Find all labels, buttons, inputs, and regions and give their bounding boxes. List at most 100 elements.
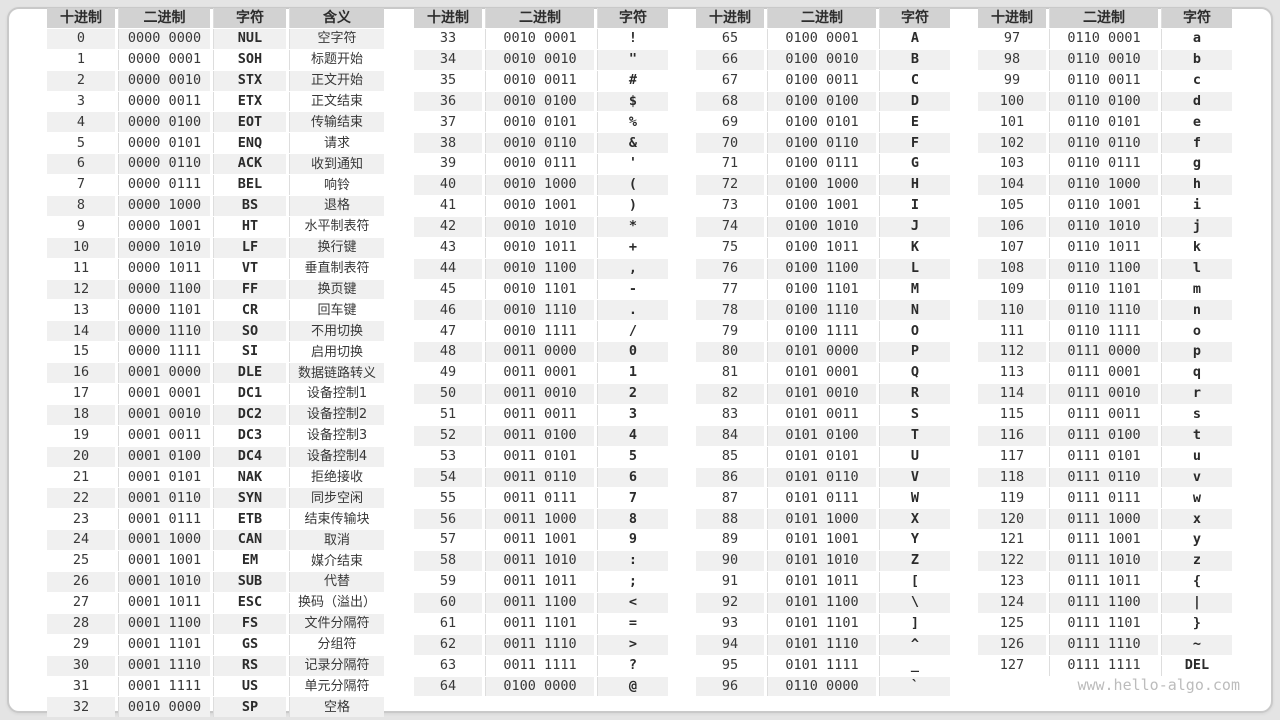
decimal-cell: 24 [47, 530, 115, 551]
char-cell: 7 [597, 488, 668, 509]
char-cell: F [879, 133, 950, 154]
char-cell: $ [597, 91, 668, 112]
decimal-cell: 112 [978, 342, 1046, 363]
decimal-cell: 99 [978, 70, 1046, 91]
binary-cell: 0000 1000 [118, 196, 210, 216]
column-header: 十进制 [47, 8, 115, 28]
binary-cell: 0011 1101 [485, 613, 594, 634]
decimal-cell: 61 [414, 613, 482, 634]
char-cell: NAK [213, 467, 286, 488]
char-cell: \ [879, 592, 950, 613]
binary-cell: 0110 1000 [1049, 175, 1158, 196]
meaning-cell: 设备控制2 [289, 404, 384, 425]
char-cell: ' [597, 154, 668, 175]
char-cell: BEL [213, 175, 286, 196]
binary-cell: 0101 0101 [767, 446, 876, 467]
binary-cell: 0010 1010 [485, 216, 594, 237]
decimal-cell: 49 [414, 363, 482, 384]
decimal-cell: 103 [978, 154, 1046, 175]
char-cell: C [879, 70, 950, 91]
binary-cell: 0100 1100 [767, 258, 876, 279]
decimal-cell: 9 [47, 216, 115, 237]
char-cell: GS [213, 634, 286, 655]
decimal-cell: 72 [696, 175, 764, 196]
binary-cell: 0111 1010 [1049, 551, 1158, 572]
char-cell: z [1161, 551, 1232, 572]
binary-cell: 0010 1101 [485, 279, 594, 300]
decimal-cell: 53 [414, 446, 482, 467]
binary-cell: 0111 1101 [1049, 613, 1158, 634]
binary-cell: 0001 1011 [118, 592, 210, 613]
decimal-cell: 115 [978, 404, 1046, 425]
decimal-cell: 123 [978, 572, 1046, 592]
binary-cell: 0001 1010 [118, 572, 210, 592]
decimal-cell: 110 [978, 300, 1046, 321]
binary-cell: 0110 0010 [1049, 49, 1158, 70]
char-cell: 6 [597, 467, 668, 488]
meaning-cell: 换行键 [289, 237, 384, 258]
binary-cell: 0101 1100 [767, 592, 876, 613]
char-cell: SOH [213, 49, 286, 70]
char-cell: J [879, 216, 950, 237]
char-cell: CR [213, 300, 286, 321]
decimal-cell: 119 [978, 488, 1046, 509]
char-cell: V [879, 467, 950, 488]
binary-cell: 0000 0111 [118, 175, 210, 196]
decimal-cell: 60 [414, 592, 482, 613]
char-cell: r [1161, 384, 1232, 404]
char-cell: ACK [213, 154, 286, 175]
meaning-cell: 单元分隔符 [289, 676, 384, 697]
decimal-cell: 70 [696, 133, 764, 154]
char-cell: q [1161, 363, 1232, 384]
decimal-cell: 73 [696, 196, 764, 216]
decimal-cell: 93 [696, 613, 764, 634]
char-cell: 8 [597, 509, 668, 530]
char-cell: i [1161, 196, 1232, 216]
binary-cell: 0001 1110 [118, 655, 210, 676]
char-cell: l [1161, 258, 1232, 279]
decimal-cell: 116 [978, 425, 1046, 446]
ascii-table-control-chars: 十进制 二进制 字符 含义 0 0000 0000 NUL 空字符 1 0000 0001 SOH 标… [47, 8, 384, 718]
char-cell: * [597, 216, 668, 237]
meaning-cell: 收到通知 [289, 154, 384, 175]
decimal-cell: 77 [696, 279, 764, 300]
binary-cell: 0110 0011 [1049, 70, 1158, 91]
binary-cell: 0111 1011 [1049, 572, 1158, 592]
binary-cell: 0000 0010 [118, 70, 210, 91]
char-cell: c [1161, 70, 1232, 91]
decimal-cell: 78 [696, 300, 764, 321]
binary-cell: 0000 0001 [118, 49, 210, 70]
decimal-cell: 33 [414, 28, 482, 49]
decimal-cell: 52 [414, 425, 482, 446]
decimal-cell: 58 [414, 551, 482, 572]
decimal-cell: 46 [414, 300, 482, 321]
decimal-cell: 71 [696, 154, 764, 175]
char-cell: t [1161, 425, 1232, 446]
binary-cell: 0010 0001 [485, 28, 594, 49]
decimal-cell: 109 [978, 279, 1046, 300]
binary-cell: 0000 1111 [118, 342, 210, 363]
binary-cell: 0000 0100 [118, 112, 210, 133]
binary-cell: 0011 1100 [485, 592, 594, 613]
decimal-cell: 122 [978, 551, 1046, 572]
decimal-cell: 65 [696, 28, 764, 49]
binary-cell: 0000 0000 [118, 28, 210, 49]
decimal-cell: 17 [47, 384, 115, 404]
char-cell: US [213, 676, 286, 697]
decimal-cell: 87 [696, 488, 764, 509]
char-cell: T [879, 425, 950, 446]
binary-cell: 0011 1011 [485, 572, 594, 592]
binary-cell: 0001 0110 [118, 488, 210, 509]
decimal-cell: 118 [978, 467, 1046, 488]
decimal-cell: 29 [47, 634, 115, 655]
decimal-cell: 126 [978, 634, 1046, 655]
binary-cell: 0001 0111 [118, 509, 210, 530]
decimal-cell: 7 [47, 175, 115, 196]
decimal-cell: 68 [696, 91, 764, 112]
decimal-cell: 101 [978, 112, 1046, 133]
binary-cell: 0110 1011 [1049, 237, 1158, 258]
binary-cell: 0111 0011 [1049, 404, 1158, 425]
decimal-cell: 37 [414, 112, 482, 133]
decimal-cell: 79 [696, 321, 764, 342]
binary-cell: 0011 0111 [485, 488, 594, 509]
